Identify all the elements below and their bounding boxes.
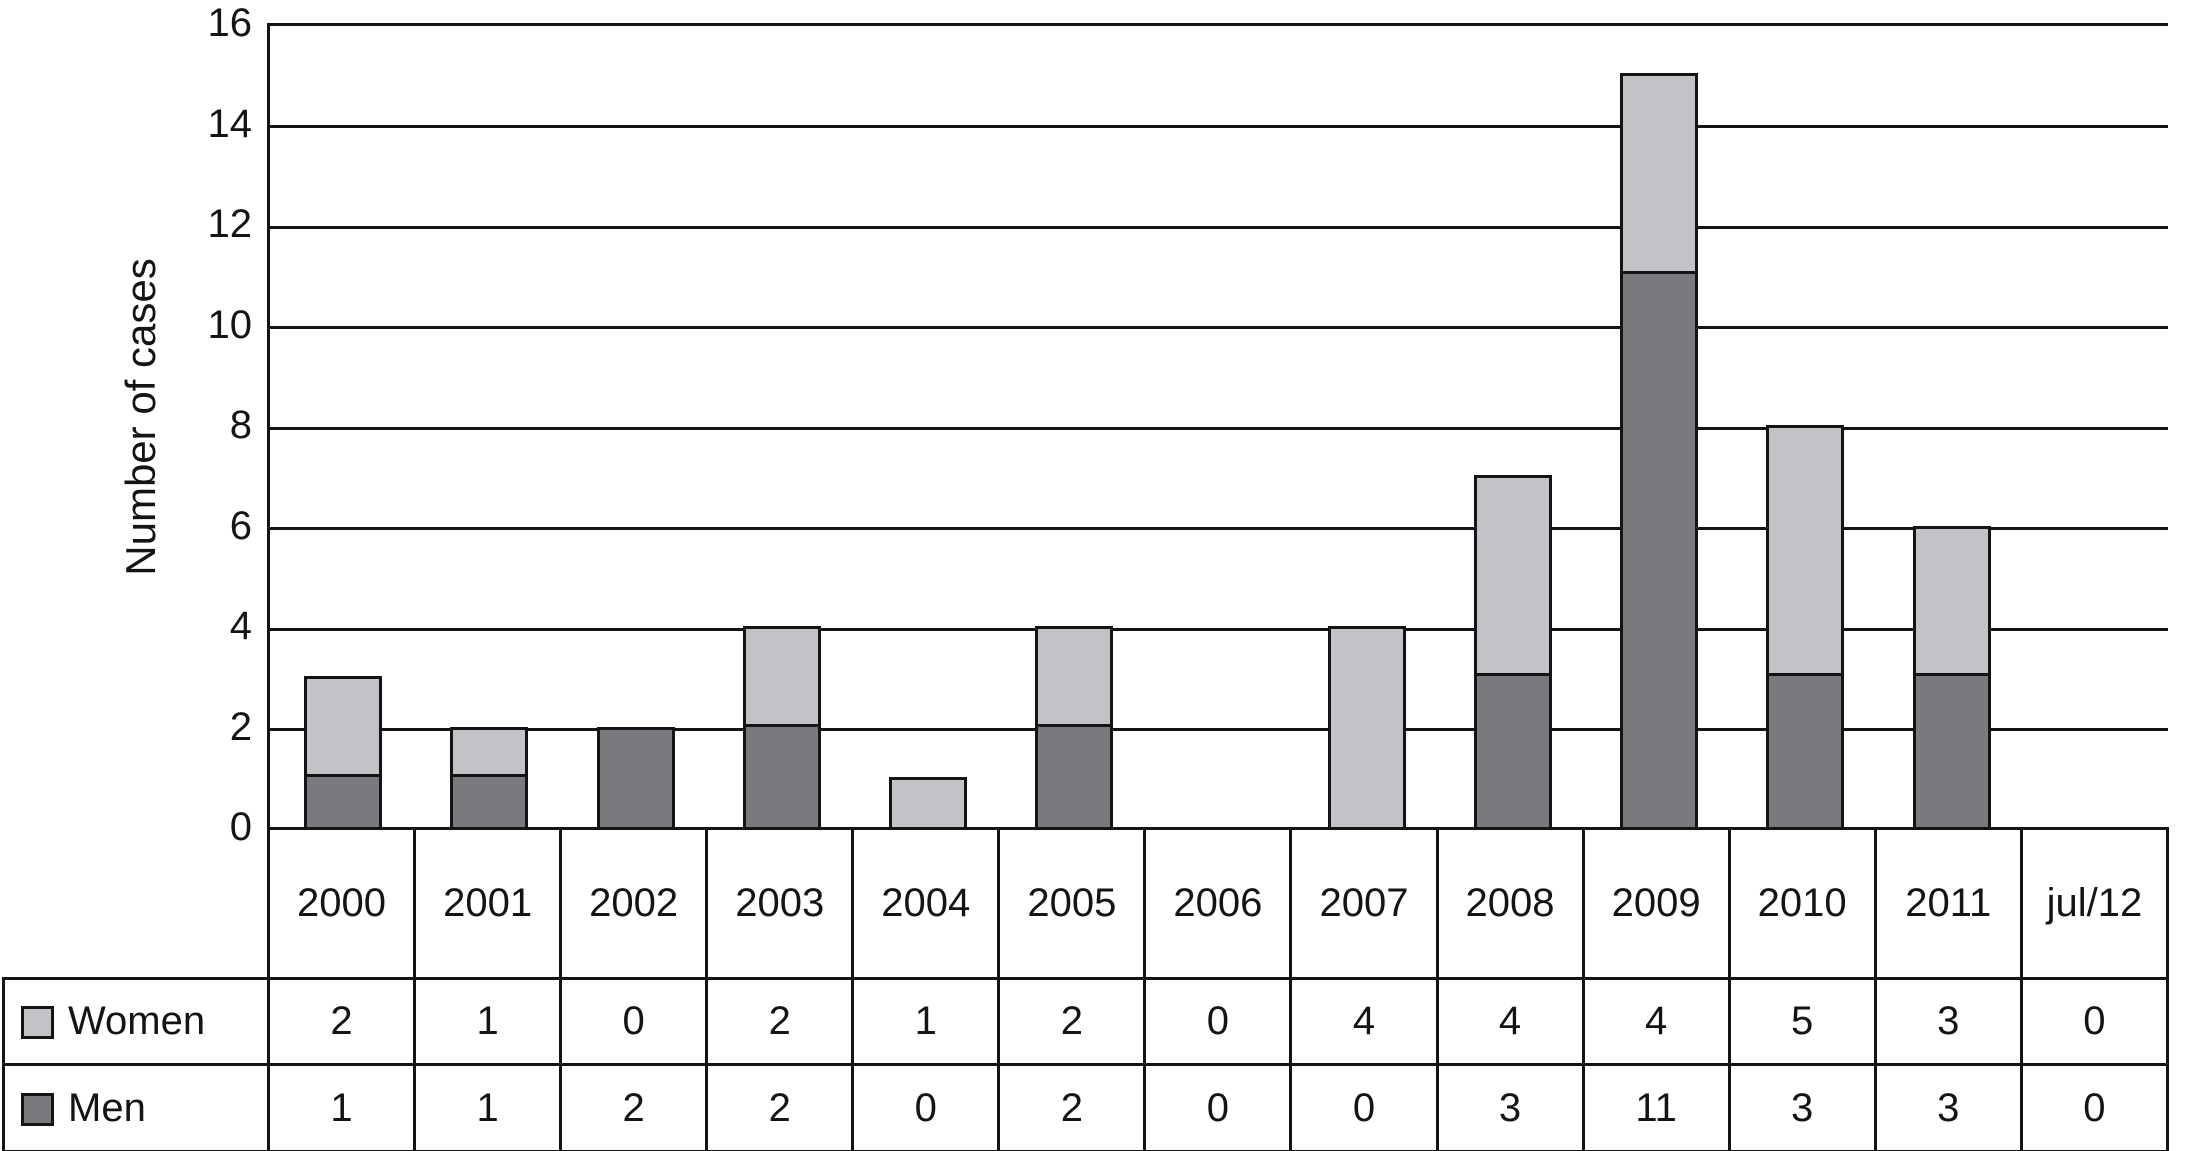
bar-segment-women: [1035, 626, 1114, 727]
legend-men: Men: [2, 1063, 270, 1151]
bar-segment-men: [1035, 726, 1114, 827]
bar-segment-men: [1473, 676, 1552, 827]
bar-2000: [304, 676, 383, 827]
bar-segment-women: [1766, 425, 1845, 677]
bar-segment-women: [1473, 475, 1552, 677]
gridline: [270, 225, 2168, 229]
bar-2002: [596, 726, 675, 827]
bar-segment-men: [450, 776, 529, 827]
bar-segment-men: [1912, 676, 1991, 827]
year-cell: 2001: [413, 827, 563, 980]
gridline: [270, 125, 2168, 128]
men-value-cell: 0: [851, 1063, 1001, 1151]
women-value-cell: 5: [1727, 977, 1877, 1066]
bar-2008: [1473, 475, 1552, 827]
year-cell: jul/12: [2019, 827, 2170, 980]
men-value-cell: 1: [413, 1063, 563, 1151]
bar-segment-men: [304, 776, 383, 827]
bar-segment-women: [889, 776, 968, 827]
table-corner-empty: [4, 829, 269, 979]
bar-segment-women: [304, 676, 383, 777]
year-cell: 2005: [997, 827, 1147, 980]
y-tick-label: 0: [229, 805, 252, 849]
men-value-cell: 0: [1289, 1063, 1439, 1151]
gridline: [270, 527, 2168, 530]
year-cell: 2011: [1873, 827, 2023, 980]
bar-segment-women: [1327, 626, 1406, 827]
bar-segment-men: [1620, 274, 1699, 827]
gridline: [270, 326, 2168, 329]
men-swatch-icon: [21, 1092, 54, 1126]
y-tick-label: 10: [207, 302, 253, 347]
gridline: [270, 728, 2168, 731]
year-cell: 2006: [1143, 827, 1293, 980]
legend-label: Men: [68, 1085, 146, 1130]
legend-label: Women: [68, 999, 206, 1043]
year-cell: 2008: [1435, 827, 1585, 980]
y-tick-label: 12: [207, 202, 253, 246]
y-tick-label: 6: [229, 503, 252, 548]
year-cell: 2000: [266, 827, 417, 980]
men-value-cell: 0: [2019, 1063, 2170, 1151]
year-cell: 2009: [1581, 827, 1731, 980]
data-table: 2000 2001 2002 2003 2004 2005 2006 2007 2008 2009…: [2, 827, 2170, 1151]
women-value-cell: 0: [2019, 977, 2170, 1066]
women-value-cell: 2: [997, 977, 1147, 1066]
bar-segment-women: [1620, 73, 1699, 275]
y-tick-label: 4: [229, 604, 252, 648]
gridline: [270, 627, 2168, 631]
men-value-cell: 1: [266, 1063, 417, 1151]
bar-2003: [742, 626, 821, 827]
bar-2010: [1766, 425, 1845, 827]
men-value-cell: 3: [1727, 1063, 1877, 1151]
plot-area: [267, 23, 2168, 827]
year-cell: 2010: [1727, 827, 1877, 980]
women-value-cell: 3: [1873, 977, 2023, 1066]
men-value-cell: 0: [1143, 1063, 1293, 1151]
y-tick-label: 16: [207, 1, 253, 45]
bar-segment-men: [596, 726, 675, 827]
women-value-cell: 4: [1581, 977, 1731, 1066]
bar-2011: [1912, 525, 1991, 827]
women-value-cell: 2: [705, 977, 855, 1066]
y-tick-label: 8: [229, 403, 252, 447]
bar-segment-women: [1912, 525, 1991, 677]
year-cell: 2007: [1289, 827, 1439, 980]
bar-segment-women: [742, 626, 821, 727]
men-value-cell: 2: [997, 1063, 1147, 1151]
women-value-cell: 2: [266, 977, 417, 1066]
men-value-cell: 3: [1873, 1063, 2023, 1151]
bar-segment-women: [450, 726, 529, 777]
bar-2005: [1035, 626, 1114, 827]
year-cell: 2004: [851, 827, 1001, 980]
table-row: Men 1 1 2 2 0 2 0 0 3 11 3 3 0: [2, 1063, 2170, 1151]
women-value-cell: 1: [413, 977, 563, 1066]
gridline: [270, 426, 2168, 430]
men-value-cell: 3: [1435, 1063, 1585, 1151]
men-value-cell: 2: [705, 1063, 855, 1151]
men-value-cell: 2: [559, 1063, 709, 1151]
year-cell: 2003: [705, 827, 855, 980]
y-tick-label: 2: [229, 704, 252, 749]
women-value-cell: 4: [1289, 977, 1439, 1066]
women-value-cell: 0: [559, 977, 709, 1066]
legend-women: Women: [2, 977, 270, 1066]
year-cell: 2002: [559, 827, 709, 980]
bar-2007: [1327, 626, 1406, 827]
women-value-cell: 0: [1143, 977, 1293, 1066]
table-row: Women 2 1 0 2 1 2 0 4 4 4 5 3 0: [2, 977, 2170, 1066]
women-value-cell: 4: [1435, 977, 1585, 1066]
bar-segment-men: [1766, 676, 1845, 827]
bar-2009: [1620, 73, 1699, 827]
women-value-cell: 1: [851, 977, 1001, 1066]
men-value-cell: 11: [1581, 1063, 1731, 1151]
women-swatch-icon: [21, 1006, 54, 1039]
bar-2001: [450, 726, 529, 827]
bar-2004: [889, 776, 968, 827]
bar-segment-men: [742, 726, 821, 827]
y-tick-label: 14: [207, 101, 253, 146]
